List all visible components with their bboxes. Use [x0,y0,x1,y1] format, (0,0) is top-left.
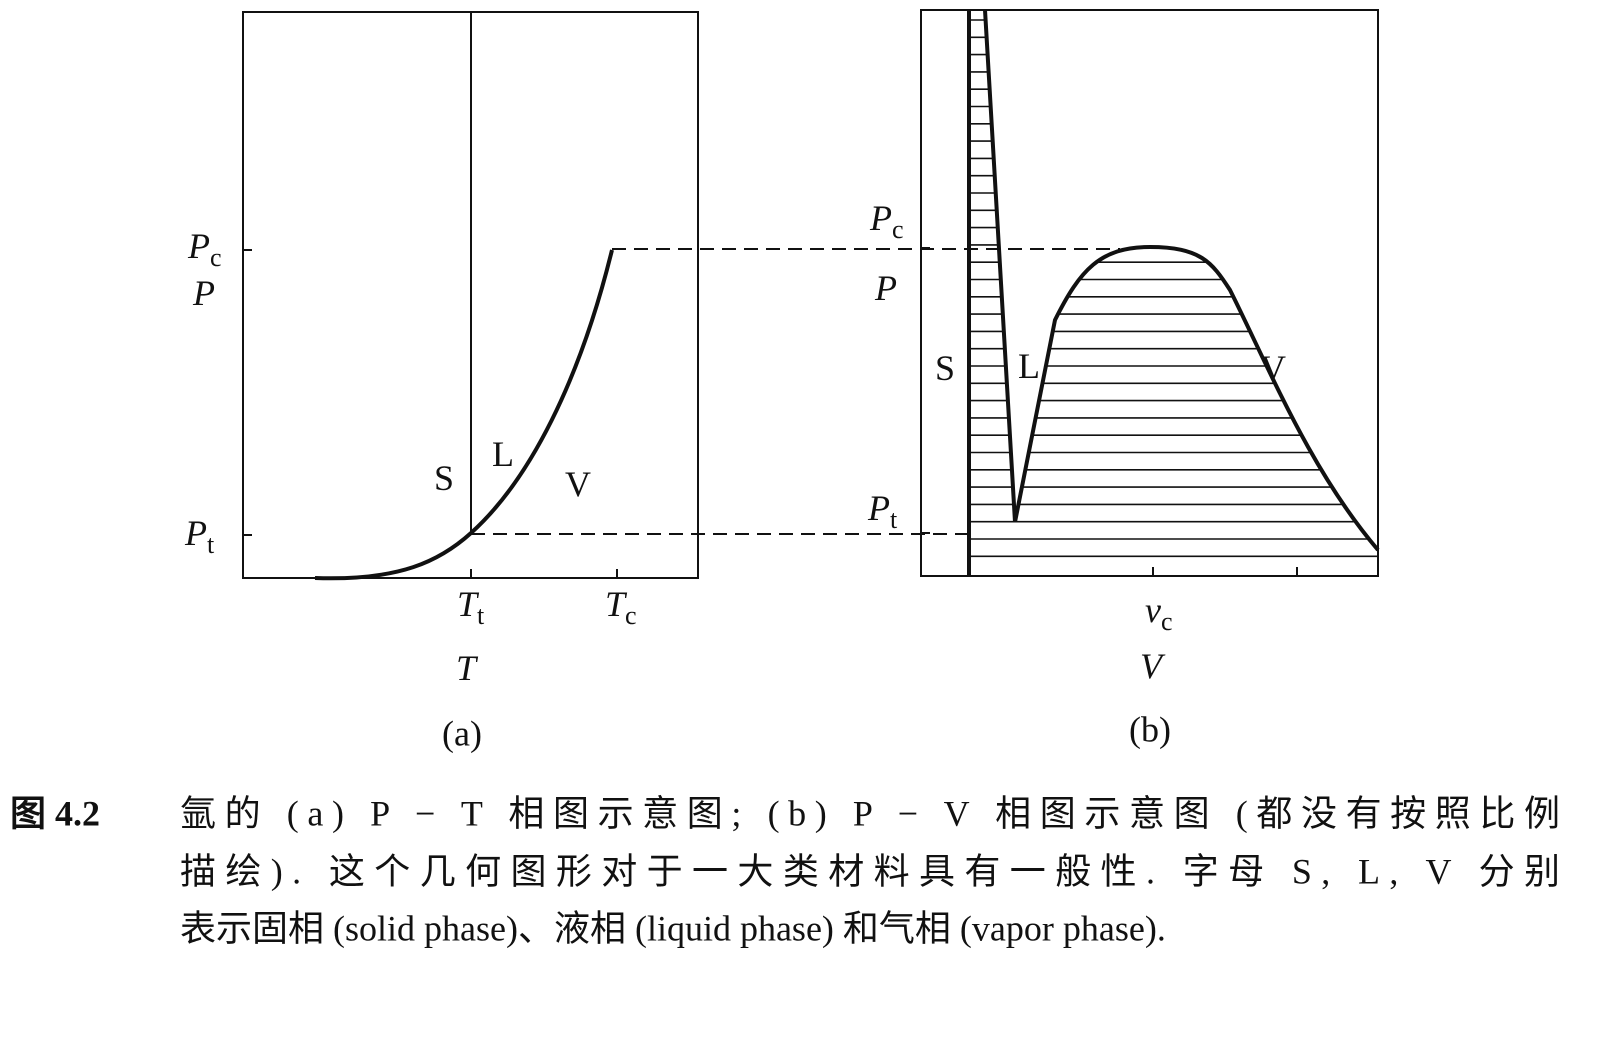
panel-caption: (b) [1129,709,1171,749]
caption-line: 氩的 (a) P − T 相图示意图; (b) P − V 相图示意图 (都没有… [180,793,1560,833]
axis-label: Pt [184,513,215,559]
axis-label: P [192,273,215,313]
label-subscript: c [210,243,222,272]
label-symbol: P [867,488,890,528]
label-symbol: L [492,434,514,474]
axis-label: L [1018,346,1040,386]
axis-label: S [935,348,955,388]
axis-label: Pc [869,198,904,244]
caption-line: 描绘). 这个几何图形对于一大类材料具有一般性. 字母 S, L, V 分别 [180,851,1560,891]
label-symbol: P [192,273,215,313]
label-symbol: L [1018,346,1040,386]
axis-label: V [1260,348,1286,388]
label-subscript: c [892,215,904,244]
label-subscript: c [1161,607,1173,636]
hatching [969,19,1378,558]
label-symbol: v [1145,590,1161,630]
label-symbol: P [187,226,210,266]
axis-label: Tc [605,584,637,630]
label-subscript: c [625,601,637,630]
axis-label: Pc [187,226,222,272]
axis-label: Tt [457,584,485,630]
panel-caption: (a) [442,713,482,753]
axis-label: Pt [867,488,898,534]
label-symbol: S [434,458,454,498]
label-symbol: V [565,464,591,504]
label-subscript: t [207,530,215,559]
figure-label: 图 4.2 [10,793,100,833]
label-symbol: S [935,348,955,388]
label-symbol: P [874,268,897,308]
axis-label: vc [1145,590,1173,636]
axis-label: T [456,648,479,688]
label-subscript: t [890,505,898,534]
axis-label: P [874,268,897,308]
label-symbol: P [184,513,207,553]
axis-label: L [492,434,514,474]
vapor-curve [314,249,614,581]
label-subscript: t [477,601,485,630]
label-symbol: V [1140,646,1166,686]
panel-b-frame [920,9,1379,577]
label-symbol: P [869,198,892,238]
label-symbol: T [457,584,480,624]
axis-label: S [434,458,454,498]
axis-label: V [565,464,591,504]
dashed-guides [471,248,1120,535]
axis-label: V [1140,646,1166,686]
coexistence-curve [983,9,1380,552]
label-symbol: T [456,648,479,688]
label-symbol: T [605,584,628,624]
label-symbol: V [1260,348,1286,388]
caption-line: 表示固相 (solid phase)、液相 (liquid phase) 和气相… [180,908,1166,948]
